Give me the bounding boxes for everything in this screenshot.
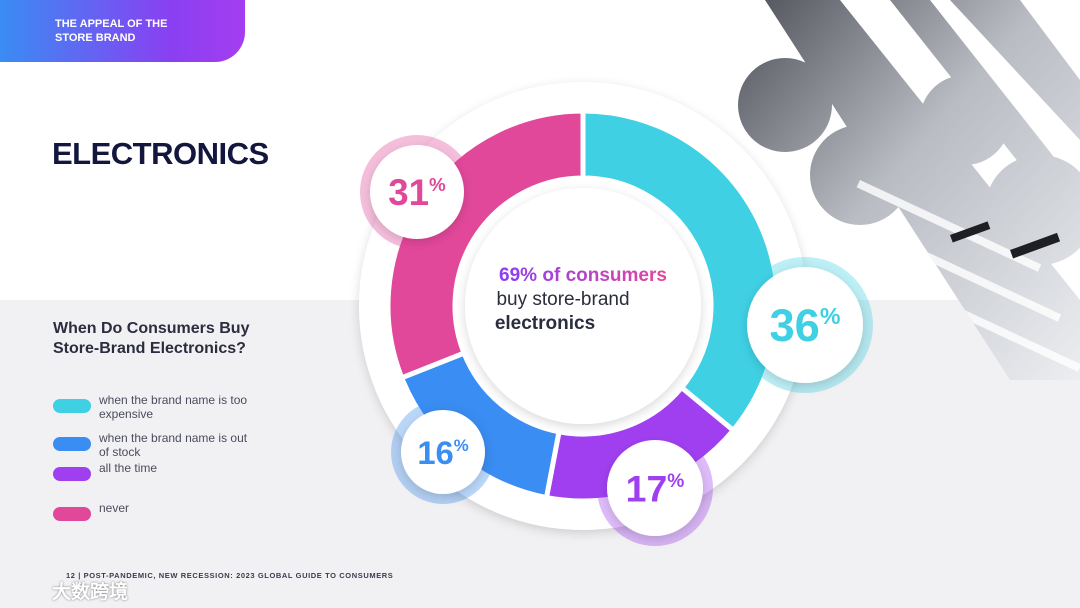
section-tag: THE APPEAL OF THE STORE BRAND <box>0 0 245 62</box>
donut-hole <box>465 188 701 424</box>
data-label: 17% <box>626 467 685 509</box>
legend-label: never <box>99 501 130 515</box>
label-bubble <box>401 410 485 494</box>
label-bubble <box>607 440 703 536</box>
label-bubble <box>747 267 863 383</box>
legend-label: when the brand name is too expensive <box>99 393 248 421</box>
legend-swatch <box>53 467 91 481</box>
legend-swatch <box>53 437 91 451</box>
label-bubble <box>370 145 464 239</box>
center-text: electronics <box>495 313 595 334</box>
donut-segment <box>580 108 781 434</box>
footer-text: POST-PANDEMIC, NEW RECESSION: 2023 GLOBA… <box>83 571 394 580</box>
watermark: 大数跨境 <box>52 582 129 603</box>
data-label: 36% <box>770 300 841 351</box>
chart-title: When Do Consumers Buy Store-Brand Electr… <box>53 320 250 357</box>
data-label: 16% <box>417 434 468 471</box>
legend-swatch <box>53 507 91 521</box>
page-number: 12 <box>66 571 76 580</box>
footer: 12 | POST-PANDEMIC, NEW RECESSION: 2023 … <box>66 571 394 580</box>
legend-label: all the time <box>99 461 158 475</box>
data-label: 31% <box>388 172 446 213</box>
page-title: ELECTRONICS <box>52 136 269 171</box>
legend-swatch <box>53 399 91 413</box>
tag-text: THE APPEAL OF THE STORE BRAND <box>55 18 168 44</box>
legend-label: when the brand name is out of stock <box>99 431 248 459</box>
center-text: 69% of consumers <box>499 265 667 286</box>
center-text: buy store-brand <box>496 289 629 310</box>
